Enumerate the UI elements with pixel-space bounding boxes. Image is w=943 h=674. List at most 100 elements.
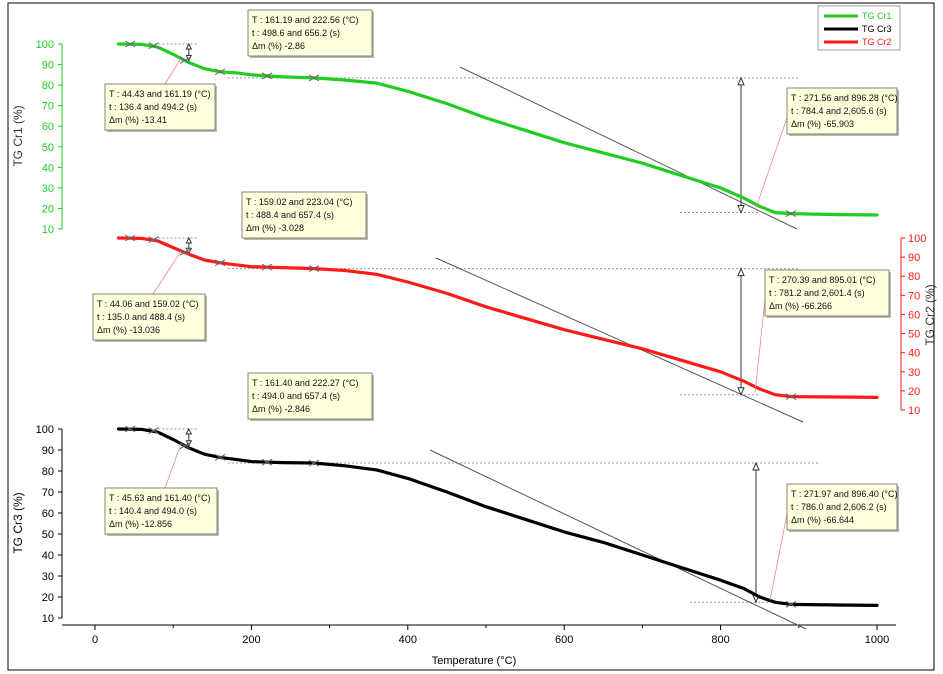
y-tick-label: 70 — [908, 290, 920, 302]
annotation-line: T : 271.56 and 896.28 (°C) — [791, 93, 898, 103]
y-tick-label: 100 — [908, 233, 926, 245]
data-marker — [308, 459, 320, 467]
y-tick-label: 10 — [908, 405, 920, 417]
series-line — [116, 42, 879, 217]
annotation-line: t : 140.4 and 494.0 (s) — [109, 506, 197, 516]
annotation-line: Δm (%) -2.846 — [252, 404, 310, 414]
y-tick-label: 90 — [42, 445, 54, 457]
y-tick-label: 60 — [42, 121, 54, 133]
onset-tangent-line — [435, 257, 804, 423]
annotation-line: t : 786.0 and 2,606.2 (s) — [791, 502, 887, 512]
annotation-leader — [754, 299, 766, 393]
annotation-background — [786, 87, 898, 135]
annotation-box-right: T : 271.97 and 896.40 (°C) t : 786.0 and … — [786, 483, 899, 532]
arrow-head-down — [737, 387, 745, 396]
data-marker — [148, 42, 159, 50]
annotation-line: T : 45.63 and 161.40 (°C) — [109, 493, 211, 503]
annotation-line: Δm (%) -2.86 — [252, 41, 305, 51]
annotation-line: T : 161.40 and 222.27 (°C) — [252, 378, 359, 388]
arrow-head-down — [737, 205, 745, 214]
data-marker — [261, 458, 273, 466]
annotation-line: t : 135.0 and 488.4 (s) — [97, 312, 185, 322]
arrow-head-up — [185, 42, 193, 50]
x-tick-label: 800 — [711, 634, 729, 646]
annotation-box-mid: T : 161.40 and 222.27 (°C) t : 494.0 and … — [247, 372, 374, 421]
annotation-line: Δm (%) -66.644 — [791, 515, 854, 525]
annotation-leader — [769, 513, 788, 601]
annotation-box-right: T : 270.39 and 895.01 (°C) t : 781.2 and … — [764, 269, 891, 318]
y-tick-label: 30 — [908, 367, 920, 379]
annotation-background — [241, 191, 367, 239]
x-tick-label: 200 — [242, 634, 260, 646]
chart-legend: TG Cr1 TG Cr3 TG Cr2 — [817, 5, 901, 51]
annotation-leader — [754, 117, 788, 211]
chart-panels: 10 20 30 40 50 60 70 80 90 100 TG Cr1 (%) T : 44.43… — [11, 9, 937, 630]
annotation-leader — [164, 58, 182, 85]
data-marker — [308, 74, 320, 82]
arrow-head-up — [737, 267, 745, 277]
y-tick-label: 60 — [908, 309, 920, 321]
y-tick-label: 10 — [42, 224, 54, 236]
y-tick-label: 90 — [42, 60, 54, 72]
x-tick-label: 1000 — [865, 634, 889, 646]
y-tick-label: 30 — [42, 571, 54, 583]
annotation-line: T : 270.39 and 895.01 (°C) — [769, 275, 876, 285]
x-axis-ticks: 0 200 400 600 800 1000 — [92, 625, 889, 646]
annotation-box-left: T : 45.63 and 161.40 (°C) t : 140.4 and 4… — [104, 487, 219, 536]
x-tick-label: 400 — [399, 634, 417, 646]
annotation-line: t : 784.4 and 2,605.6 (s) — [791, 106, 887, 116]
panel-tg-cr3: 10 20 30 40 50 60 70 80 90 100 TG Cr3 (%) T : 45.63… — [11, 372, 899, 630]
data-marker — [261, 263, 273, 271]
y-axis-label: TG Cr3 (%) — [11, 492, 25, 553]
annotation-line: T : 159.02 and 223.04 (°C) — [246, 197, 353, 207]
y-tick-label: 50 — [42, 142, 54, 154]
annotation-line: T : 271.97 and 896.40 (°C) — [791, 489, 898, 499]
annotation-line: Δm (%) -65.903 — [791, 119, 854, 129]
annotation-background — [764, 269, 890, 317]
annotation-box-mid: T : 161.19 and 222.56 (°C) t : 498.6 and … — [247, 9, 374, 58]
annotation-leader — [164, 443, 182, 489]
annotation-line: T : 161.19 and 222.56 (°C) — [252, 15, 359, 25]
annotation-line: Δm (%) -13.036 — [97, 325, 160, 335]
data-marker — [785, 600, 797, 608]
x-tick-label: 0 — [92, 634, 98, 646]
data-marker — [148, 236, 159, 243]
y-tick-label: 20 — [42, 203, 54, 215]
y-axis-label: TG Cr1 (%) — [11, 105, 25, 166]
annotation-line: Δm (%) -3.028 — [246, 223, 304, 233]
arrow-head-up — [737, 76, 745, 86]
y-tick-label: 50 — [42, 529, 54, 541]
annotation-box-left: T : 44.06 and 159.02 (°C) t : 135.0 and 4… — [92, 293, 207, 342]
legend-label: TG Cr1 — [862, 11, 892, 21]
annotation-leader — [152, 251, 182, 295]
data-marker — [148, 427, 159, 435]
y-tick-label: 90 — [908, 252, 920, 264]
annotation-line: t : 136.4 and 494.2 (s) — [109, 102, 197, 112]
y-tick-label: 30 — [42, 183, 54, 195]
panel-tg-cr1: 10 20 30 40 50 60 70 80 90 100 TG Cr1 (%) T : 44.43… — [11, 9, 899, 236]
y-tick-label: 100 — [36, 39, 54, 51]
x-tick-label: 600 — [555, 634, 573, 646]
y-tick-label: 20 — [908, 386, 920, 398]
annotation-background — [92, 293, 206, 341]
data-marker — [124, 234, 136, 242]
series-line — [116, 427, 879, 607]
annotation-line: t : 498.6 and 656.2 (s) — [252, 28, 340, 38]
data-marker — [124, 425, 136, 433]
data-marker — [785, 210, 797, 218]
legend-label: TG Cr2 — [862, 37, 892, 47]
annotation-line: Δm (%) -12.856 — [109, 519, 172, 529]
annotation-line: T : 44.43 and 161.19 (°C) — [109, 89, 211, 99]
y-tick-label: 40 — [42, 550, 54, 562]
x-axis-label: Temperature (°C) — [432, 655, 516, 667]
annotation-box-mid: T : 159.02 and 223.04 (°C) t : 488.4 and … — [241, 191, 368, 240]
data-marker — [308, 265, 320, 273]
arrow-head-up — [185, 236, 193, 244]
annotation-line: Δm (%) -66.266 — [769, 301, 832, 311]
annotation-line: t : 488.4 and 657.4 (s) — [246, 210, 334, 220]
y-tick-label: 50 — [908, 329, 920, 341]
data-marker — [214, 68, 226, 76]
y-tick-label: 80 — [42, 466, 54, 478]
arrow-head-up — [185, 427, 193, 435]
